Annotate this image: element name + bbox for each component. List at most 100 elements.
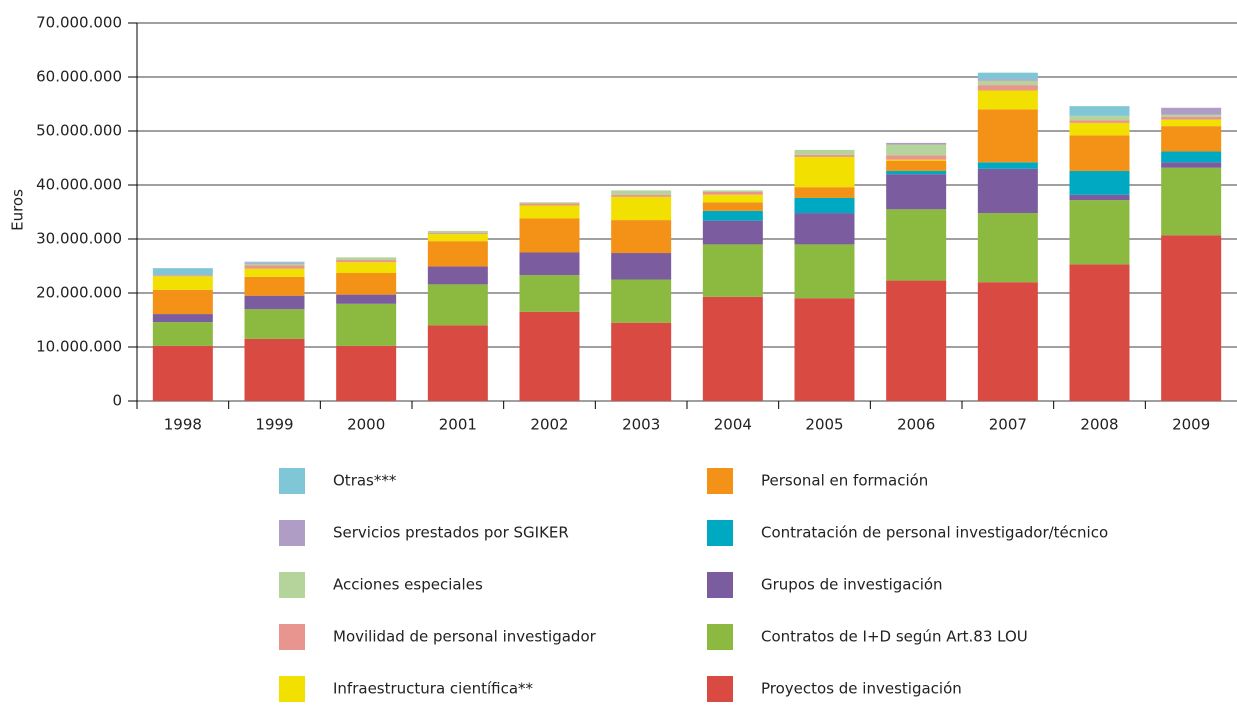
legend-swatch — [707, 572, 733, 598]
bar-segment — [1069, 170, 1130, 195]
bar-segment — [702, 296, 763, 401]
x-tick-label: 2007 — [989, 416, 1027, 434]
bar-segment — [886, 280, 947, 401]
bar-segment — [519, 252, 580, 276]
legend-swatch — [279, 572, 305, 598]
bar-segment — [611, 194, 672, 197]
bar-segment — [794, 156, 855, 188]
bar-segment — [1069, 200, 1130, 265]
y-tick-label: 30.000.000 — [36, 230, 122, 248]
bar-segment — [1161, 151, 1222, 163]
bar-segment — [244, 276, 305, 296]
legend-swatch — [707, 468, 733, 494]
bar-segment — [427, 266, 488, 285]
legend-label: Otras*** — [333, 472, 397, 490]
legend-swatch — [279, 624, 305, 650]
bar-segment — [886, 142, 947, 145]
bar-segment — [427, 234, 488, 242]
y-axis-label: Euros — [9, 189, 27, 231]
bar-segment — [1069, 120, 1130, 123]
bar-segment — [152, 314, 213, 323]
legend-label: Grupos de investigación — [761, 576, 943, 594]
legend-label: Acciones especiales — [333, 576, 483, 594]
bar-segment — [702, 192, 763, 195]
x-tick-label: 2000 — [347, 416, 385, 434]
bar-segment — [794, 197, 855, 214]
bar-segment — [427, 325, 488, 401]
legend-label: Personal en formación — [761, 472, 928, 490]
bar-segment — [977, 90, 1038, 110]
legend-swatch — [279, 468, 305, 494]
bar-segment — [427, 284, 488, 326]
bar-segment — [427, 233, 488, 235]
x-tick-label: 1998 — [164, 416, 202, 434]
bar-segment — [1069, 264, 1130, 401]
bar-segment — [1161, 119, 1222, 127]
bar-segment — [1069, 122, 1130, 136]
bar-segment — [886, 160, 947, 171]
bar-segment — [336, 303, 397, 346]
bar-segment — [886, 159, 947, 161]
bar-segment — [519, 275, 580, 312]
bar-segment — [702, 202, 763, 211]
legend-swatch — [279, 520, 305, 546]
bar-segment — [1069, 106, 1130, 116]
bar-segment — [702, 210, 763, 221]
legend-label: Infraestructura científica** — [333, 680, 534, 698]
bar-segment — [244, 262, 305, 264]
legend-swatch — [707, 520, 733, 546]
bar-segment — [519, 311, 580, 401]
bar-segment — [244, 261, 305, 263]
bar-segment — [336, 294, 397, 304]
bar-segment — [886, 155, 947, 160]
bar-segment — [702, 190, 763, 193]
bar-segment — [336, 273, 397, 295]
x-tick-label: 2003 — [622, 416, 660, 434]
bar-segment — [244, 265, 305, 269]
bar-segment — [152, 268, 213, 276]
legend-label: Contratos de I+D según Art.83 LOU — [761, 628, 1028, 646]
y-tick-label: 50.000.000 — [36, 122, 122, 140]
bar-segment — [794, 154, 855, 157]
x-tick-label: 2002 — [530, 416, 568, 434]
bar-segment — [977, 79, 1038, 81]
bar-segment — [611, 220, 672, 254]
bar-segment — [152, 275, 213, 277]
bar-segment — [244, 338, 305, 401]
bar-segment — [1161, 114, 1222, 117]
y-tick-label: 0 — [112, 392, 122, 410]
y-tick-label: 10.000.000 — [36, 338, 122, 356]
bar-segment — [152, 289, 213, 315]
bar-segment — [794, 187, 855, 198]
bar-segment — [977, 168, 1038, 214]
bar-segment — [1161, 126, 1222, 152]
legend-label: Contratación de personal investigador/té… — [761, 524, 1108, 542]
bar-segment — [977, 282, 1038, 401]
bar-segment — [977, 213, 1038, 283]
bar-segment — [1161, 235, 1222, 401]
x-tick-label: 2006 — [897, 416, 935, 434]
bar-segment — [1161, 162, 1222, 168]
bar-segment — [611, 322, 672, 401]
bar-segment — [977, 72, 1038, 80]
bar-segment — [244, 268, 305, 277]
x-tick-label: 2005 — [805, 416, 843, 434]
bar-segment — [244, 295, 305, 310]
bar-segment — [1069, 115, 1130, 121]
bar-segment — [336, 345, 397, 401]
bar-segment — [794, 149, 855, 155]
bar-segment — [427, 241, 488, 267]
bar-segment — [611, 190, 672, 195]
bar-segment — [1161, 107, 1222, 115]
bar-segment — [886, 174, 947, 210]
bar-segment — [611, 196, 672, 221]
bar-segment — [152, 276, 213, 290]
y-tick-label: 60.000.000 — [36, 68, 122, 86]
bar-segment — [336, 257, 397, 261]
bar-segment — [427, 230, 488, 234]
bar-segment — [611, 253, 672, 280]
legend-swatch — [279, 676, 305, 702]
y-tick-label: 20.000.000 — [36, 284, 122, 302]
bar-segment — [886, 209, 947, 281]
